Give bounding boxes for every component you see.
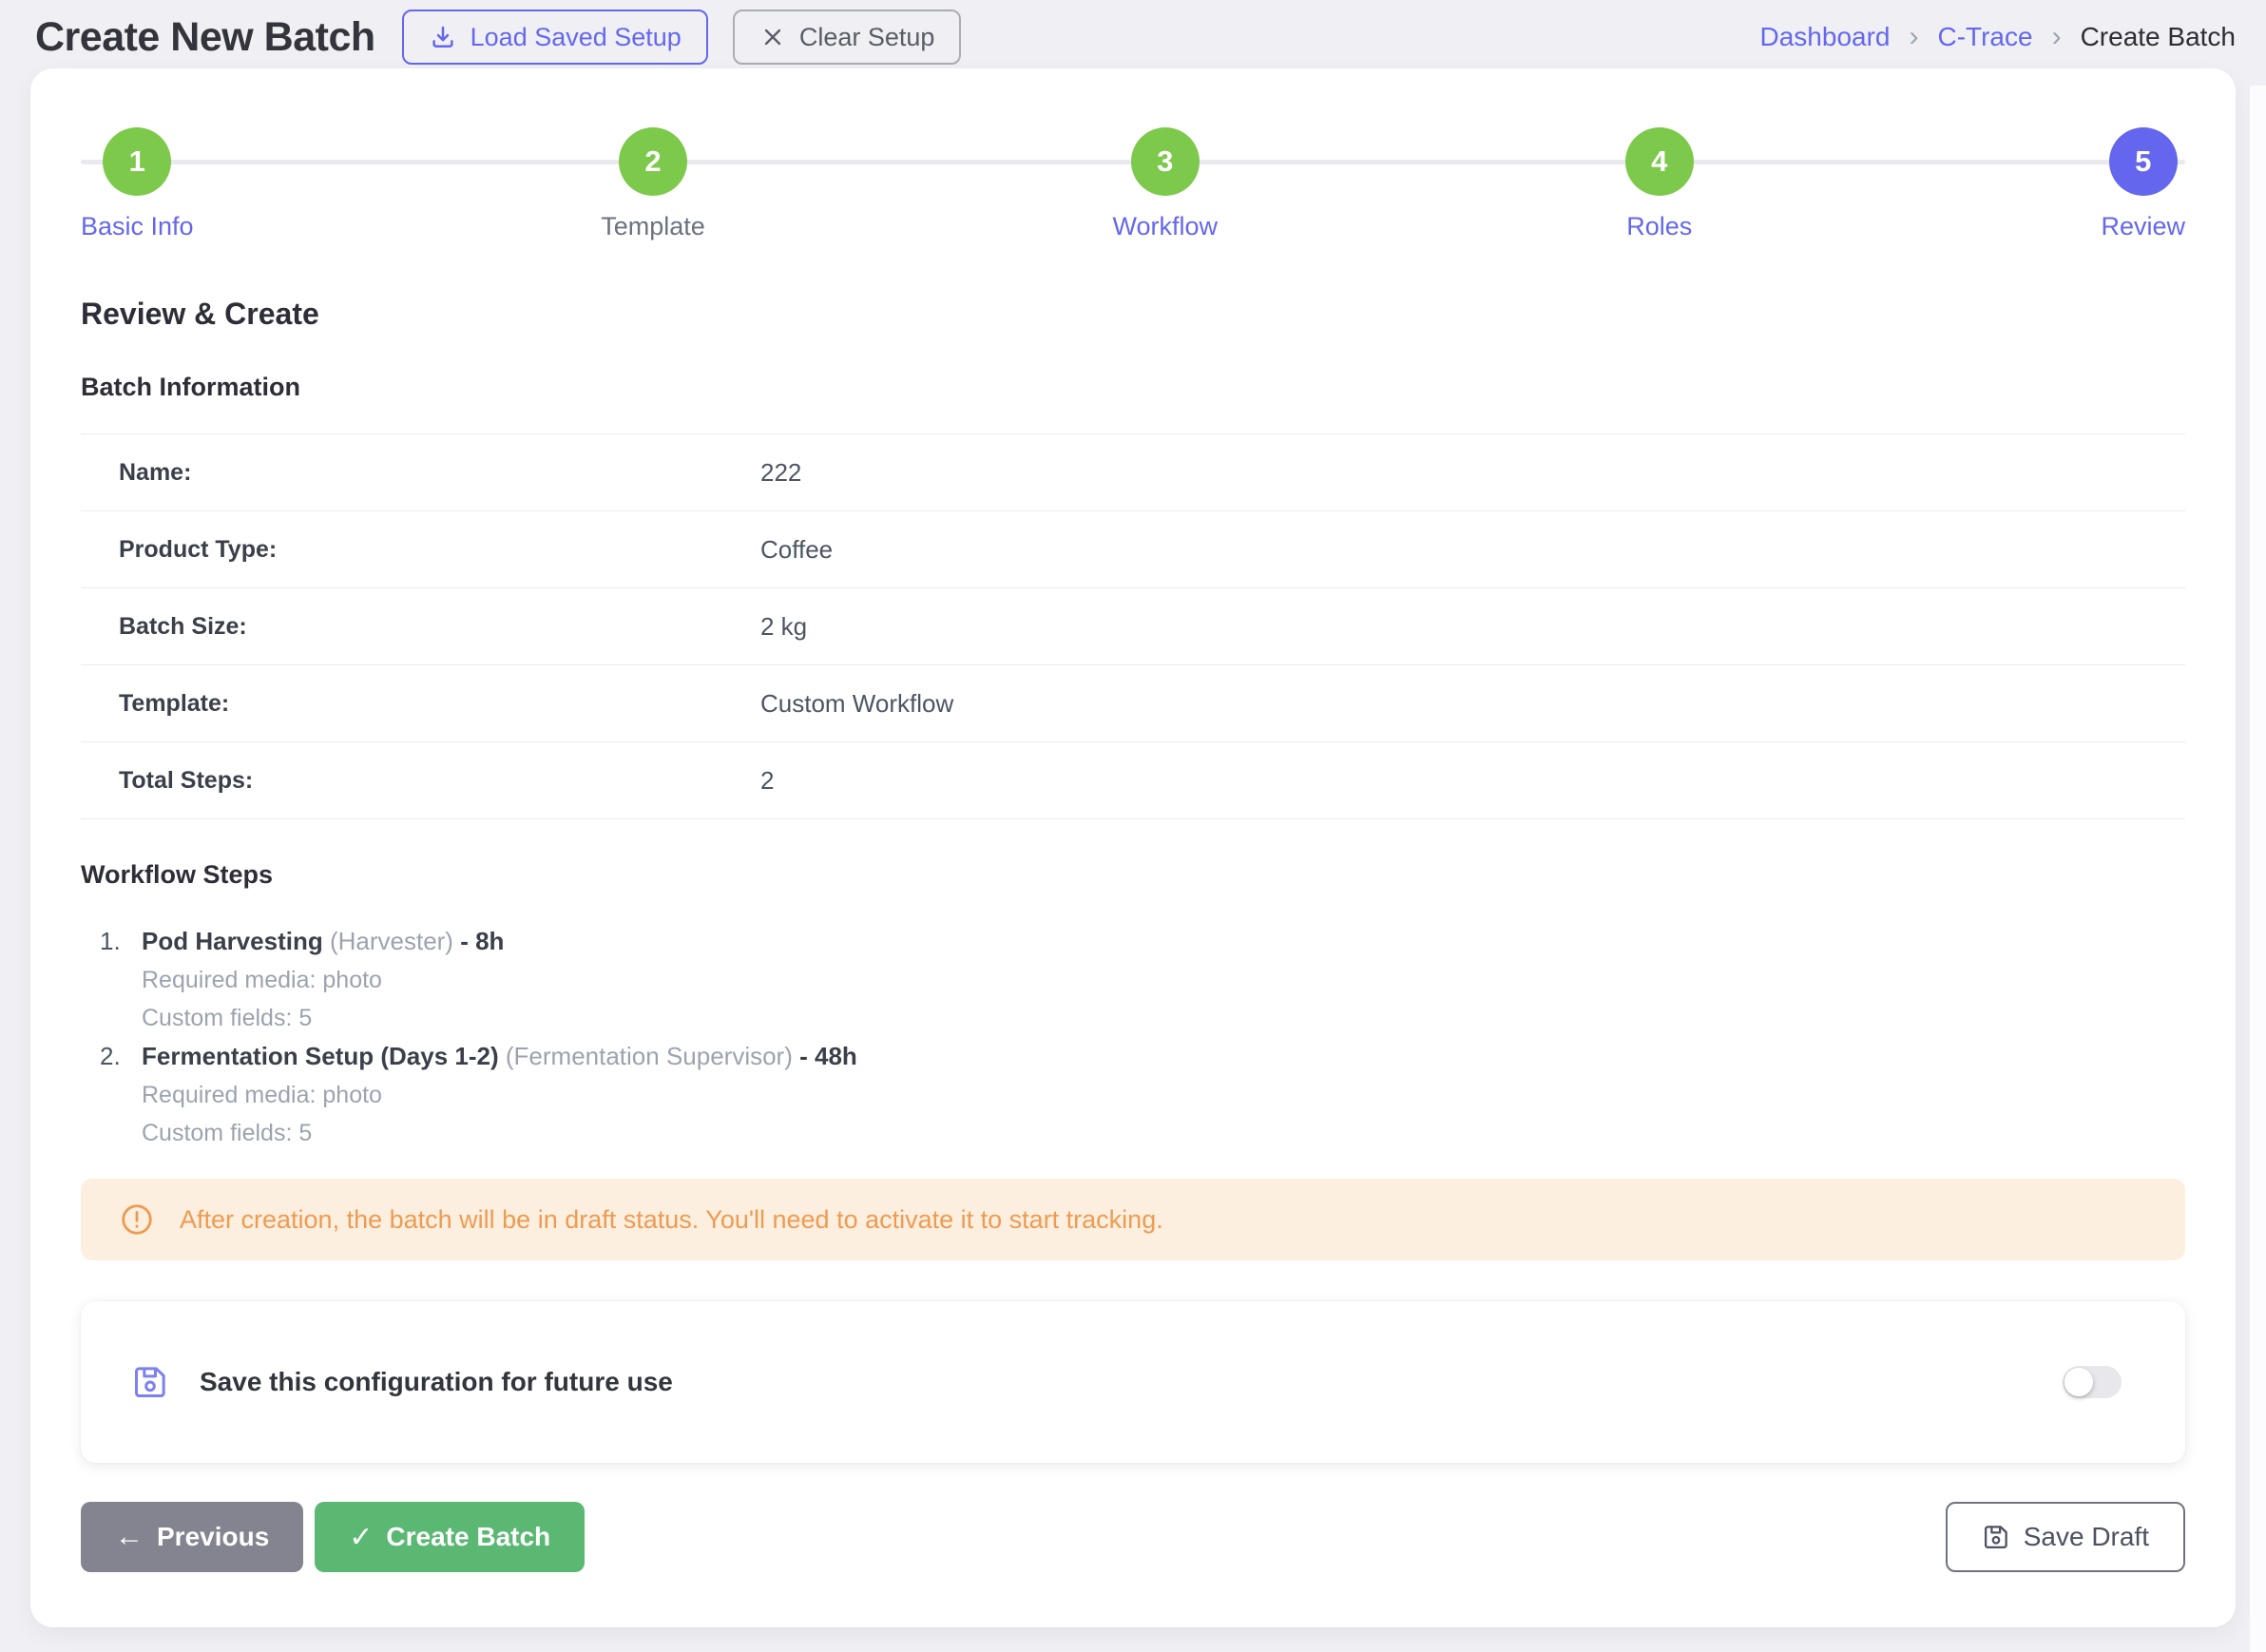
save-draft-label: Save Draft bbox=[2023, 1522, 2149, 1551]
arrow-left-icon: ← bbox=[115, 1521, 144, 1552]
step-index: 2. bbox=[100, 1042, 121, 1070]
stepper-step-workflow[interactable]: 3 Workflow bbox=[1112, 127, 1219, 241]
step-circle: 4 bbox=[1624, 127, 1694, 196]
step-name: Fermentation Setup (Days 1-2) bbox=[142, 1042, 499, 1070]
breadcrumb-dashboard[interactable]: Dashboard bbox=[1759, 22, 1891, 51]
page-title: Create New Batch bbox=[35, 13, 375, 60]
draft-status-notice: After creation, the batch will be in dra… bbox=[81, 1179, 2185, 1260]
scrollbar[interactable] bbox=[2249, 86, 2266, 1652]
breadcrumb-current: Create Batch bbox=[2080, 22, 2236, 51]
wizard-footer: ← Previous ✓ Create Batch Save Draft bbox=[81, 1502, 2185, 1572]
previous-button[interactable]: ← Previous bbox=[81, 1502, 304, 1572]
save-draft-button[interactable]: Save Draft bbox=[1945, 1502, 2185, 1572]
create-batch-label: Create Batch bbox=[386, 1522, 551, 1551]
create-batch-card: 1 Basic Info 2 Template 3 Workflow 4 Rol… bbox=[30, 68, 2236, 1627]
step-label: Template bbox=[601, 212, 705, 240]
previous-label: Previous bbox=[157, 1522, 270, 1551]
row-label: Product Type: bbox=[119, 535, 278, 563]
breadcrumb-c-trace[interactable]: C-Trace bbox=[1937, 22, 2033, 51]
breadcrumb: Dashboard › C-Trace › Create Batch bbox=[1760, 21, 2236, 53]
list-item: 2. Fermentation Setup (Days 1-2) (Fermen… bbox=[81, 1037, 2185, 1152]
table-row: Template: Custom Workflow bbox=[81, 665, 2185, 742]
step-label: Workflow bbox=[1112, 212, 1219, 240]
batch-information-table: Name: 222 Product Type: Coffee Batch Siz… bbox=[81, 433, 2185, 819]
save-icon bbox=[1984, 1526, 2007, 1548]
load-saved-setup-button[interactable]: Load Saved Setup bbox=[401, 10, 708, 65]
step-name: Pod Harvesting bbox=[142, 927, 323, 955]
review-create-heading: Review & Create bbox=[81, 297, 319, 331]
create-batch-button[interactable]: ✓ Create Batch bbox=[315, 1502, 586, 1572]
table-row: Product Type: Coffee bbox=[81, 511, 2185, 588]
wizard-stepper: 1 Basic Info 2 Template 3 Workflow 4 Rol… bbox=[81, 68, 2185, 241]
step-role: (Fermentation Supervisor) bbox=[505, 1042, 793, 1070]
table-row: Total Steps: 2 bbox=[81, 742, 2185, 819]
check-icon: ✓ bbox=[349, 1521, 374, 1553]
clear-setup-label: Clear Setup bbox=[798, 22, 935, 51]
step-circle: 2 bbox=[619, 127, 688, 196]
step-media: Required media: photo bbox=[142, 1082, 382, 1108]
row-label: Total Steps: bbox=[119, 766, 254, 794]
step-label: Review bbox=[2101, 212, 2185, 240]
row-value: 2 bbox=[760, 765, 775, 795]
step-label: Roles bbox=[1626, 212, 1693, 240]
step-media: Required media: photo bbox=[142, 967, 382, 993]
stepper-step-template[interactable]: 2 Template bbox=[601, 127, 705, 241]
toggle-knob bbox=[2064, 1368, 2093, 1396]
chevron-right-icon: › bbox=[2051, 21, 2062, 52]
step-role: (Harvester) bbox=[329, 927, 453, 955]
row-value: Custom Workflow bbox=[760, 688, 954, 718]
workflow-steps-heading: Workflow Steps bbox=[81, 860, 274, 889]
alert-circle-icon bbox=[119, 1201, 155, 1238]
workflow-steps-list: 1. Pod Harvesting (Harvester) - 8h Requi… bbox=[81, 922, 2185, 1152]
step-duration: - 8h bbox=[460, 927, 505, 955]
step-fields: Custom fields: 5 bbox=[142, 1005, 313, 1031]
batch-information-heading: Batch Information bbox=[81, 373, 301, 401]
row-value: Coffee bbox=[760, 534, 834, 564]
step-label: Basic Info bbox=[81, 212, 194, 240]
step-index: 1. bbox=[100, 927, 121, 955]
step-duration: - 48h bbox=[799, 1042, 857, 1070]
stepper-step-basic-info[interactable]: 1 Basic Info bbox=[81, 127, 194, 241]
step-circle: 5 bbox=[2108, 127, 2178, 196]
stepper-step-review[interactable]: 5 Review bbox=[2101, 127, 2185, 241]
row-value: 2 kg bbox=[760, 611, 808, 641]
row-label: Name: bbox=[119, 458, 192, 486]
save-icon bbox=[135, 1367, 165, 1397]
chevron-right-icon: › bbox=[1909, 21, 1919, 52]
notice-text: After creation, the batch will be in dra… bbox=[180, 1204, 1163, 1234]
row-label: Batch Size: bbox=[119, 612, 247, 640]
download-icon bbox=[429, 23, 457, 51]
stepper-step-roles[interactable]: 4 Roles bbox=[1624, 127, 1694, 241]
load-saved-setup-label: Load Saved Setup bbox=[470, 22, 682, 51]
save-configuration-toggle[interactable] bbox=[2063, 1366, 2122, 1398]
list-item: 1. Pod Harvesting (Harvester) - 8h Requi… bbox=[81, 922, 2185, 1037]
close-icon bbox=[759, 24, 786, 50]
step-circle: 1 bbox=[103, 127, 172, 196]
table-row: Batch Size: 2 kg bbox=[81, 588, 2185, 665]
save-configuration-card: Save this configuration for future use bbox=[81, 1301, 2185, 1463]
row-label: Template: bbox=[119, 689, 230, 717]
row-value: 222 bbox=[760, 457, 802, 487]
table-row: Name: 222 bbox=[81, 434, 2185, 511]
step-circle: 3 bbox=[1130, 127, 1200, 196]
step-fields: Custom fields: 5 bbox=[142, 1120, 313, 1146]
top-bar: Create New Batch Load Saved Setup Clear … bbox=[0, 0, 2266, 68]
clear-setup-button[interactable]: Clear Setup bbox=[732, 10, 962, 65]
save-configuration-label: Save this configuration for future use bbox=[200, 1367, 673, 1396]
